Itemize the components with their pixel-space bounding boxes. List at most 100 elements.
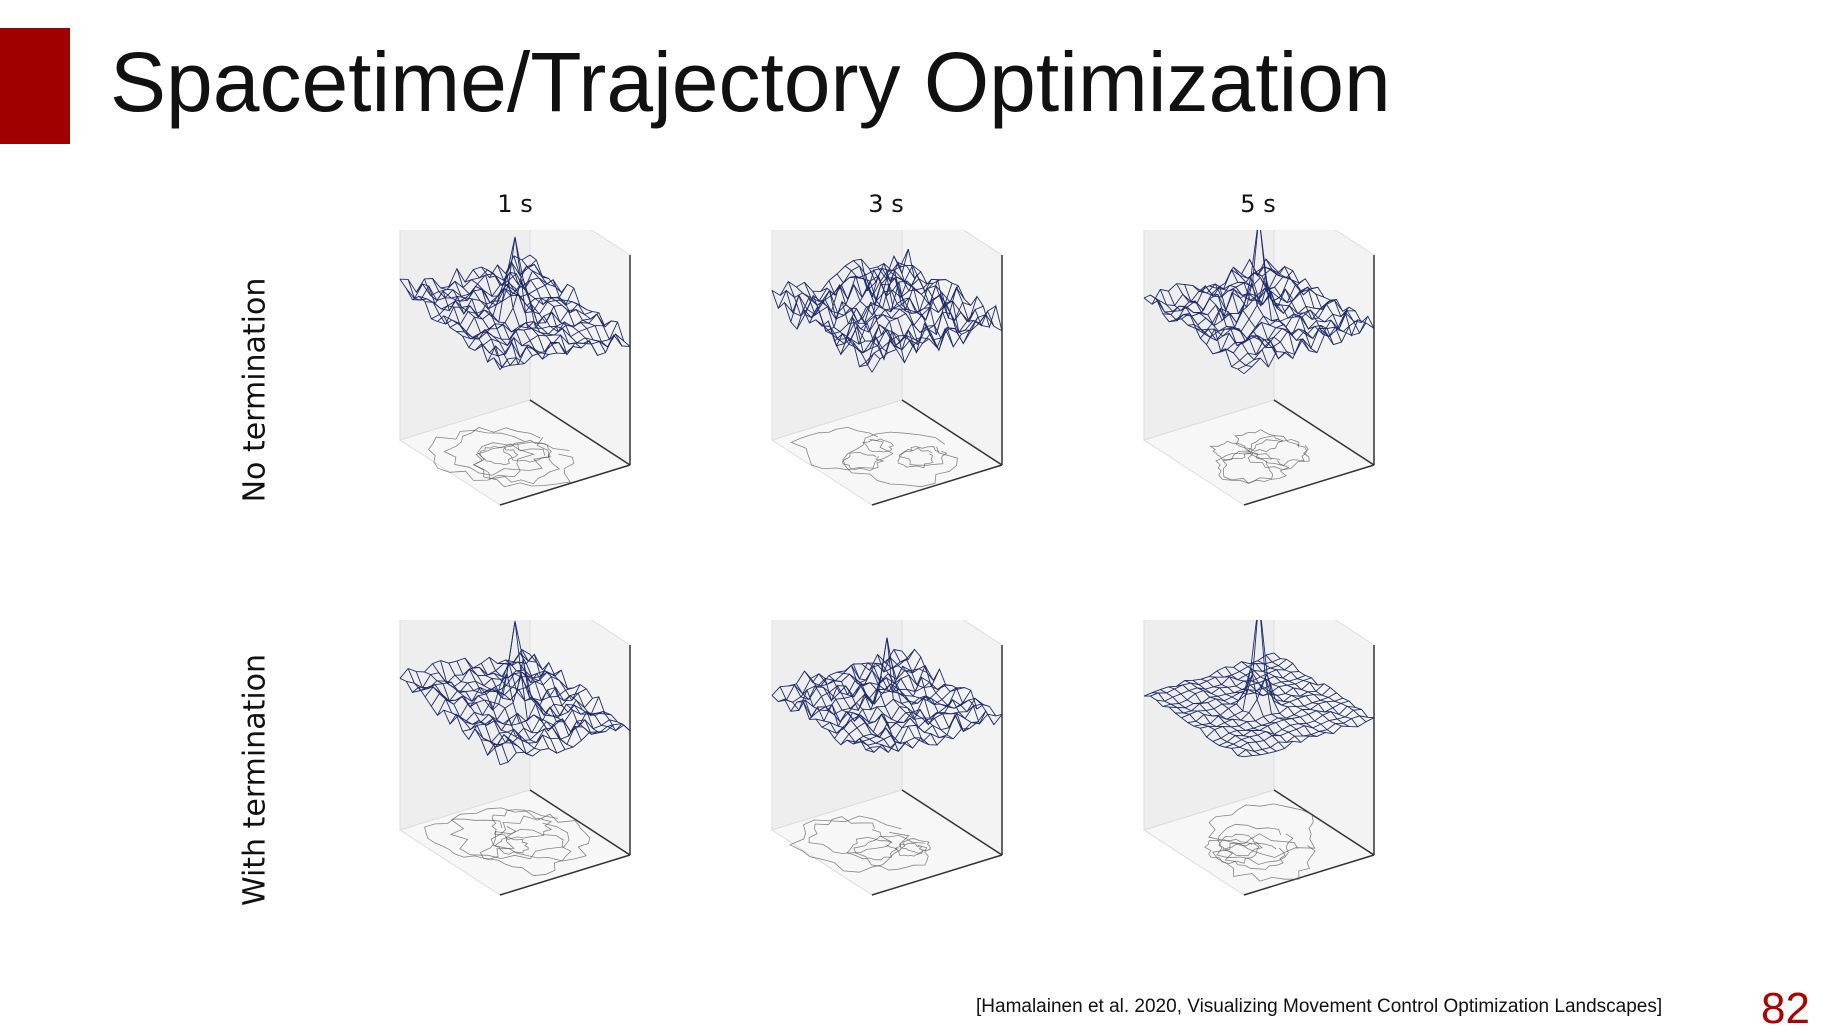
title-accent-bar	[0, 28, 70, 144]
surface-grid-line	[1217, 282, 1318, 353]
x-axis-line	[1243, 464, 1375, 506]
contour-line	[1223, 842, 1286, 870]
plot-no-termination-5s	[1094, 230, 1424, 570]
column-label-3s: 3 s	[868, 190, 904, 218]
surface-grid-line	[1193, 620, 1325, 727]
contour-line	[1204, 838, 1260, 865]
surface-grid-line	[1249, 663, 1350, 727]
contour-line	[1234, 429, 1284, 453]
surface-grid-line	[1257, 660, 1359, 728]
y-axis-line	[901, 789, 1003, 856]
surface-grid-line	[480, 663, 582, 741]
contour-line	[1246, 435, 1308, 467]
contour-line	[900, 446, 948, 466]
surface-grid-line	[529, 254, 631, 347]
surface-grid-line	[481, 266, 582, 349]
surface-grid-line	[1175, 674, 1306, 714]
contour-line	[443, 426, 551, 476]
x-axis-line	[1243, 854, 1375, 896]
surface-grid-line	[790, 264, 922, 323]
surface-grid-line	[497, 662, 598, 735]
surface-grid-line	[1208, 620, 1310, 737]
surface-grid-line	[809, 668, 940, 720]
surface-grid-line	[1243, 319, 1375, 375]
surface-grid-line	[815, 674, 947, 723]
surface-grid-line	[418, 270, 549, 305]
contour-line	[846, 836, 899, 861]
contour-line	[1216, 823, 1294, 865]
surface-grid-line	[815, 279, 946, 335]
surface-grid-line	[1144, 695, 1245, 758]
surface-grid-line	[771, 648, 903, 696]
contour-line	[842, 431, 958, 488]
contour-line	[897, 447, 934, 469]
surface-grid-line	[1181, 284, 1312, 327]
surface-grid-line	[399, 648, 531, 679]
surface-grid-line	[412, 653, 543, 693]
surface-grid-line	[521, 259, 623, 347]
contour-line	[479, 828, 572, 877]
x-axis-line	[499, 464, 631, 506]
contour-line	[449, 807, 570, 860]
contour-line	[900, 838, 931, 854]
surface-grid-line	[1208, 230, 1310, 351]
surface-grid-line	[1175, 276, 1306, 321]
surface-grid-line	[1168, 671, 1300, 709]
surface-grid-line	[1181, 677, 1312, 719]
surface-grid-line	[784, 649, 915, 703]
contour-line	[789, 815, 910, 873]
surface-grid-line	[784, 262, 915, 317]
surface-grid-line	[412, 263, 543, 302]
contour-line	[472, 441, 575, 488]
plot-with-termination-1s	[350, 620, 680, 960]
surface-grid-line	[488, 657, 590, 733]
surface-grid-line	[885, 662, 987, 725]
x-axis-line	[871, 854, 1003, 896]
citation: [Hamalainen et al. 2020, Visualizing Mov…	[976, 996, 1663, 1017]
surface-grid-line	[513, 652, 614, 727]
surface-grid-line	[497, 264, 598, 356]
surface-grid-line	[1243, 717, 1375, 758]
contour-line	[503, 439, 553, 463]
y-axis-line	[1273, 399, 1375, 466]
contour-line	[491, 809, 553, 840]
surface-grid-line	[1241, 661, 1342, 727]
contour-line	[479, 445, 519, 466]
surface-grid-line	[424, 277, 556, 312]
y-axis-line	[1273, 789, 1375, 856]
surface-grid-line	[505, 659, 606, 734]
surface-grid-line	[901, 648, 1003, 717]
contour-line	[1247, 439, 1310, 471]
surface-grid-line	[1193, 230, 1325, 338]
surface-grid-line	[1168, 276, 1300, 323]
surface-grid-line	[1143, 258, 1275, 305]
surface-grid-line	[449, 236, 581, 333]
contour-line	[1212, 833, 1316, 882]
column-label-5s: 5 s	[1240, 190, 1276, 218]
plot-with-termination-5s	[1094, 620, 1424, 960]
surface-grid-line	[1233, 266, 1334, 345]
x-axis-line	[499, 854, 631, 896]
slide-title: Spacetime/Trajectory Optimization	[110, 35, 1391, 129]
y-axis-line	[901, 399, 1003, 466]
surface-grid-line	[424, 671, 556, 702]
surface-grid-line	[513, 255, 615, 348]
surface-grid-line	[437, 675, 568, 716]
surface-grid-line	[790, 656, 922, 712]
surface-grid-line	[1156, 269, 1287, 313]
surface-grid-line	[431, 279, 562, 320]
surface-grid-line	[1143, 652, 1275, 697]
contour-line	[473, 443, 561, 485]
surface-grid-line	[1224, 666, 1326, 733]
surface-grid-line	[1233, 666, 1334, 735]
surface-grid-line	[473, 659, 574, 748]
surface-grid-line	[405, 259, 537, 300]
page-number: 82	[1761, 984, 1810, 1033]
y-axis-line	[529, 399, 631, 466]
contour-line	[853, 834, 929, 871]
surface-grid-line	[1156, 658, 1287, 702]
surface-grid-line	[1273, 652, 1375, 719]
contour-line	[790, 426, 894, 471]
y-axis-line	[529, 789, 631, 856]
surface-grid-line	[1249, 259, 1350, 333]
